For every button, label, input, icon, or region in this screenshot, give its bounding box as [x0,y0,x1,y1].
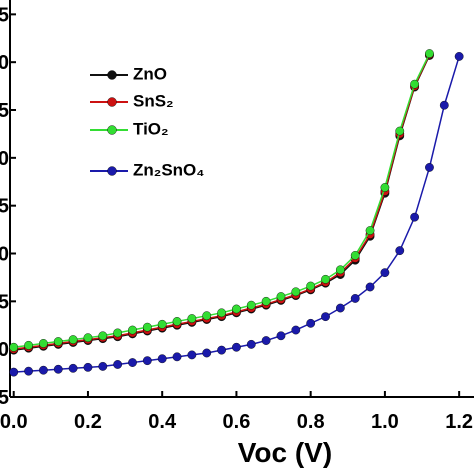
data-point [380,268,390,278]
y-tick-label: 35 [0,4,9,26]
data-point [439,100,449,110]
data-point [83,362,93,372]
data-point [24,340,33,350]
data-point [291,287,301,297]
series-line [13,55,431,351]
data-point [261,336,271,345]
legend-label: SnS₂ [133,91,174,110]
x-tick-label: 0.8 [297,411,325,433]
data-point [335,265,345,275]
series-line [13,54,431,350]
data-point [9,342,19,352]
data-point [365,282,375,292]
y-tick-label: 5 [0,291,9,313]
data-point [350,251,360,260]
data-point [217,345,226,355]
data-point [142,322,152,332]
data-point [425,163,434,172]
data-point [39,365,48,375]
x-axis-label: Voc (V) [238,437,332,468]
data-point [113,360,123,369]
data-point [157,354,167,364]
legend-marker [107,166,117,176]
data-point [321,312,330,322]
x-tick-label: 1.0 [371,411,399,433]
y-tick-label: 15 [0,196,9,218]
data-point [142,356,152,366]
data-point [395,126,405,136]
legend-label: Zn₂SnO₄ [133,160,204,179]
data-point [232,304,241,314]
data-point [321,274,330,284]
y-tick-label: 10 [0,244,9,266]
data-point [395,246,405,256]
data-point [157,319,167,329]
x-tick-label: 0.6 [223,411,251,433]
data-point [217,308,226,318]
series-line [13,56,460,373]
legend-marker [107,97,117,107]
legend-marker [107,125,117,135]
x-tick-label: 0.2 [74,411,102,433]
data-point [187,350,197,360]
data-point [98,331,108,341]
data-point [350,294,360,303]
y-tick-label: 25 [0,100,9,122]
data-point [425,49,434,58]
data-point [410,212,420,222]
data-point [335,303,345,313]
data-point [24,366,33,376]
data-point [410,79,420,89]
x-tick-label: 0.0 [0,411,28,433]
data-point [276,292,286,301]
data-point [202,348,212,358]
data-point [291,325,301,335]
data-point [172,352,182,362]
legend-label: TiO₂ [133,119,169,138]
data-point [306,281,316,291]
data-point [454,52,464,61]
data-point [187,314,197,323]
y-tick-label: 20 [0,148,9,170]
legend-label: ZnO [133,64,167,83]
data-point [9,367,19,377]
data-point [68,363,78,373]
data-point [380,183,390,192]
data-point [128,358,137,367]
data-point [261,296,271,306]
x-tick-label: 0.4 [148,411,177,433]
series-line [13,53,431,348]
data-point [365,226,375,235]
data-point [53,337,63,346]
x-tick-label: 1.2 [445,411,473,433]
data-point [276,331,286,341]
y-tick-label: -5 [0,387,9,409]
data-point [68,335,78,345]
data-point [246,339,256,349]
data-point [246,300,256,310]
data-point [306,318,316,328]
data-point [53,364,63,374]
y-tick-label: 30 [0,52,9,74]
data-point [98,361,108,371]
data-point [128,325,137,335]
data-point [172,317,182,326]
data-point [232,342,241,352]
data-point [113,328,123,338]
y-tick-label: 0 [0,339,9,361]
data-point [202,311,212,321]
data-point [83,333,93,343]
data-point [39,339,48,348]
legend-marker [107,70,117,80]
